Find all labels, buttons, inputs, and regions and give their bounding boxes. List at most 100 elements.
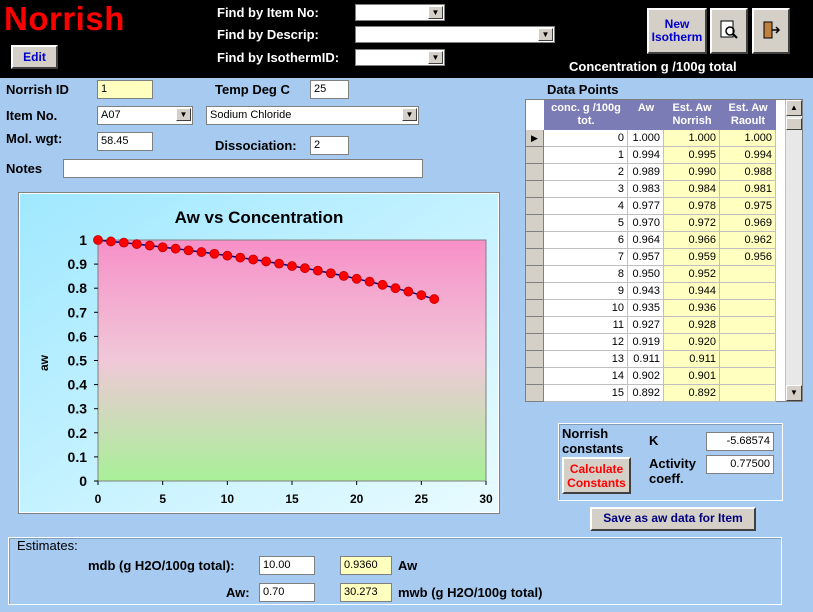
table-cell[interactable]: 0.936 <box>664 300 720 317</box>
mol-wgt-field[interactable]: 58.45 <box>97 132 153 151</box>
table-cell[interactable]: 3 <box>544 181 628 198</box>
table-cell[interactable]: 13 <box>544 351 628 368</box>
save-aw-data-button[interactable]: Save as aw data for Item <box>590 507 756 531</box>
row-selector[interactable] <box>526 181 544 198</box>
row-selector[interactable] <box>526 385 544 402</box>
table-row[interactable]: 12 0.919 0.920 <box>526 334 776 351</box>
row-selector[interactable] <box>526 198 544 215</box>
table-cell[interactable]: 6 <box>544 232 628 249</box>
table-cell[interactable]: 0.901 <box>664 368 720 385</box>
table-cell[interactable] <box>720 266 776 283</box>
table-cell[interactable]: 0 <box>544 130 628 147</box>
table-cell[interactable]: 0.920 <box>664 334 720 351</box>
table-cell[interactable]: 0.970 <box>628 215 664 232</box>
table-cell[interactable]: 0.902 <box>628 368 664 385</box>
table-cell[interactable]: 12 <box>544 334 628 351</box>
table-cell[interactable] <box>720 334 776 351</box>
table-cell[interactable]: 0.978 <box>664 198 720 215</box>
table-cell[interactable] <box>720 368 776 385</box>
exit-button[interactable] <box>752 8 790 54</box>
table-cell[interactable]: 0.990 <box>664 164 720 181</box>
table-cell[interactable]: 0.928 <box>664 317 720 334</box>
table-cell[interactable] <box>720 351 776 368</box>
table-cell[interactable]: 0.994 <box>628 147 664 164</box>
find-item-no-combo[interactable]: ▼ <box>355 4 445 21</box>
scroll-up-icon[interactable]: ▲ <box>786 100 802 116</box>
k-field[interactable]: -5.68574 <box>706 432 774 451</box>
grid-scrollbar[interactable]: ▲ ▼ <box>785 100 802 401</box>
table-row[interactable]: 15 0.892 0.892 <box>526 385 776 402</box>
table-cell[interactable] <box>720 317 776 334</box>
row-selector[interactable] <box>526 368 544 385</box>
find-isotherm-combo[interactable]: ▼ <box>355 49 445 66</box>
table-row[interactable]: 13 0.911 0.911 <box>526 351 776 368</box>
table-cell[interactable]: 10 <box>544 300 628 317</box>
table-cell[interactable]: 0.989 <box>628 164 664 181</box>
table-cell[interactable]: 0.995 <box>664 147 720 164</box>
row-selector[interactable]: ▶ <box>526 130 544 147</box>
table-cell[interactable]: 0.927 <box>628 317 664 334</box>
row-selector[interactable] <box>526 164 544 181</box>
notes-field[interactable] <box>63 159 423 178</box>
table-cell[interactable]: 1.000 <box>720 130 776 147</box>
row-selector[interactable] <box>526 317 544 334</box>
chevron-down-icon[interactable]: ▼ <box>176 108 191 121</box>
table-cell[interactable] <box>720 300 776 317</box>
table-row[interactable]: 5 0.970 0.972 0.969 <box>526 215 776 232</box>
row-selector[interactable] <box>526 283 544 300</box>
table-row[interactable]: 4 0.977 0.978 0.975 <box>526 198 776 215</box>
table-cell[interactable]: 0.966 <box>664 232 720 249</box>
table-cell[interactable]: 8 <box>544 266 628 283</box>
table-cell[interactable]: 0.984 <box>664 181 720 198</box>
table-cell[interactable]: 11 <box>544 317 628 334</box>
table-cell[interactable]: 0.981 <box>720 181 776 198</box>
table-cell[interactable]: 0.988 <box>720 164 776 181</box>
table-row[interactable]: 2 0.989 0.990 0.988 <box>526 164 776 181</box>
data-points-grid[interactable]: conc. g /100g tot. Aw Est. Aw Norrish Es… <box>525 99 803 402</box>
chevron-down-icon[interactable]: ▼ <box>428 6 443 19</box>
mdb-field[interactable]: 10.00 <box>259 556 315 575</box>
table-cell[interactable]: 0.919 <box>628 334 664 351</box>
item-no-combo[interactable]: A07 ▼ <box>97 106 193 125</box>
edit-button[interactable]: Edit <box>11 45 58 69</box>
chevron-down-icon[interactable]: ▼ <box>538 28 553 41</box>
new-isotherm-button[interactable]: New Isotherm <box>647 8 707 54</box>
table-cell[interactable]: 0.892 <box>664 385 720 402</box>
table-cell[interactable]: 0.952 <box>664 266 720 283</box>
table-row[interactable]: 10 0.935 0.936 <box>526 300 776 317</box>
calculate-constants-button[interactable]: Calculate Constants <box>562 457 631 494</box>
row-selector[interactable] <box>526 147 544 164</box>
table-cell[interactable]: 0.959 <box>664 249 720 266</box>
table-row[interactable]: 6 0.964 0.966 0.962 <box>526 232 776 249</box>
table-row[interactable]: 11 0.927 0.928 <box>526 317 776 334</box>
table-cell[interactable]: 4 <box>544 198 628 215</box>
table-row[interactable]: ▶ 0 1.000 1.000 1.000 <box>526 130 776 147</box>
table-cell[interactable]: 0.943 <box>628 283 664 300</box>
table-cell[interactable]: 0.994 <box>720 147 776 164</box>
item-desc-combo[interactable]: Sodium Chloride ▼ <box>206 106 419 125</box>
table-cell[interactable]: 0.957 <box>628 249 664 266</box>
table-cell[interactable] <box>720 283 776 300</box>
row-selector[interactable] <box>526 215 544 232</box>
dissociation-field[interactable]: 2 <box>310 136 349 155</box>
table-cell[interactable]: 14 <box>544 368 628 385</box>
table-cell[interactable]: 1 <box>544 147 628 164</box>
table-row[interactable]: 9 0.943 0.944 <box>526 283 776 300</box>
table-cell[interactable]: 1.000 <box>628 130 664 147</box>
table-cell[interactable]: 0.911 <box>628 351 664 368</box>
table-cell[interactable]: 0.969 <box>720 215 776 232</box>
table-cell[interactable]: 0.911 <box>664 351 720 368</box>
table-row[interactable]: 8 0.950 0.952 <box>526 266 776 283</box>
chevron-down-icon[interactable]: ▼ <box>428 51 443 64</box>
row-selector[interactable] <box>526 232 544 249</box>
row-selector[interactable] <box>526 334 544 351</box>
scroll-down-icon[interactable]: ▼ <box>786 385 802 401</box>
aw-input-field[interactable]: 0.70 <box>259 583 315 602</box>
table-row[interactable]: 1 0.994 0.995 0.994 <box>526 147 776 164</box>
scroll-thumb[interactable] <box>786 118 802 130</box>
table-cell[interactable]: 7 <box>544 249 628 266</box>
table-cell[interactable]: 0.977 <box>628 198 664 215</box>
table-cell[interactable]: 0.956 <box>720 249 776 266</box>
table-cell[interactable]: 0.983 <box>628 181 664 198</box>
find-descrip-combo[interactable]: ▼ <box>355 26 555 43</box>
